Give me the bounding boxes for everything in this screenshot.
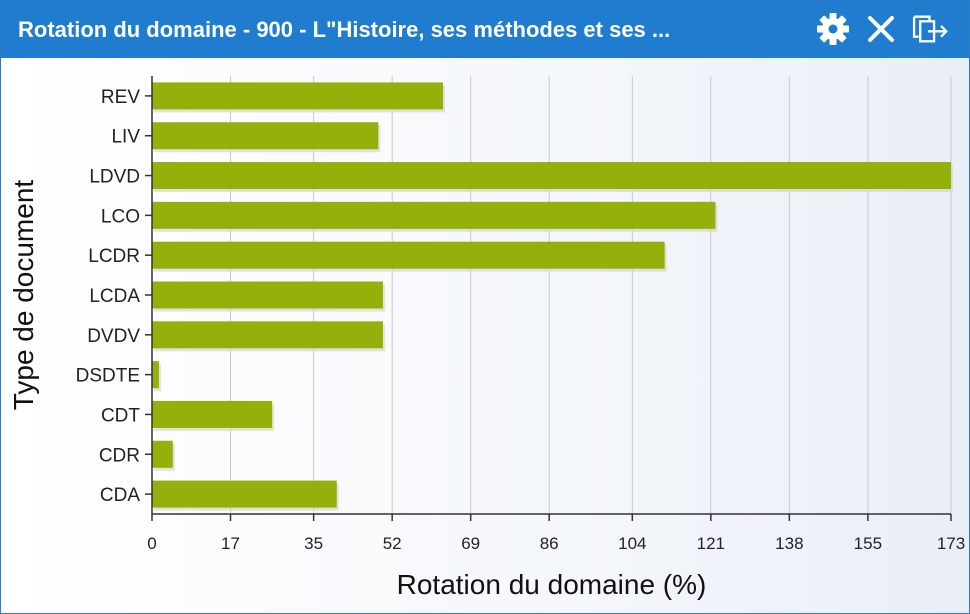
bar-cdr	[152, 440, 173, 468]
y-tick-label: LCDR	[88, 246, 140, 267]
bar-rev	[152, 82, 443, 110]
bar-lcda	[152, 281, 383, 309]
x-tick-label: 52	[383, 534, 402, 553]
bar-dsdte	[152, 361, 159, 389]
y-tick-label: CDR	[99, 445, 140, 466]
bar-chart: REV LIV LDVD LCO LCDR LCDA DVDV DSDTE CDT CDR CDA 0…	[8, 76, 965, 600]
y-tick-label: LDVD	[89, 167, 140, 188]
bar-dvdv	[152, 321, 383, 349]
x-tick-label: 0	[147, 534, 156, 553]
y-tick-label: DVDV	[87, 326, 140, 347]
y-tick-label: LCO	[101, 206, 140, 227]
y-tick-label: LCDA	[89, 286, 140, 307]
bar-ldvd	[152, 162, 951, 190]
x-tick-label: 173	[937, 534, 965, 553]
widget-title: Rotation du domaine - 900 - L"Histoire, …	[18, 17, 671, 42]
bar-cda	[152, 480, 337, 508]
y-tick-label: CDA	[100, 485, 140, 506]
bar-lcdr	[152, 241, 665, 269]
widget-header: Rotation du domaine - 900 - L"Histoire, …	[1, 1, 969, 58]
x-tick-label: 69	[461, 534, 480, 553]
x-tick-label: 104	[618, 534, 646, 553]
bar-liv	[152, 122, 379, 150]
y-tick-label: DSDTE	[76, 366, 140, 387]
x-tick-label: 86	[540, 534, 559, 553]
bar-lco	[152, 201, 716, 229]
x-tick-label: 121	[697, 534, 725, 553]
x-axis-title: Rotation du domaine (%)	[397, 569, 707, 600]
y-tick-label: LIV	[111, 127, 140, 148]
x-tick-label: 35	[304, 534, 323, 553]
gear-icon[interactable]	[813, 9, 853, 49]
x-tick-label: 17	[221, 534, 240, 553]
x-tick-label: 138	[775, 534, 803, 553]
bar-cdt	[152, 400, 273, 428]
y-axis-title: Type de document	[8, 180, 39, 411]
y-tick-label: REV	[101, 87, 140, 108]
close-icon[interactable]	[861, 9, 901, 49]
chart-area: REV LIV LDVD LCO LCDR LCDA DVDV DSDTE CDT CDR CDA 0…	[1, 58, 969, 613]
x-tick-label: 155	[854, 534, 882, 553]
y-tick-label: CDT	[101, 405, 140, 426]
popout-icon[interactable]	[911, 9, 951, 49]
